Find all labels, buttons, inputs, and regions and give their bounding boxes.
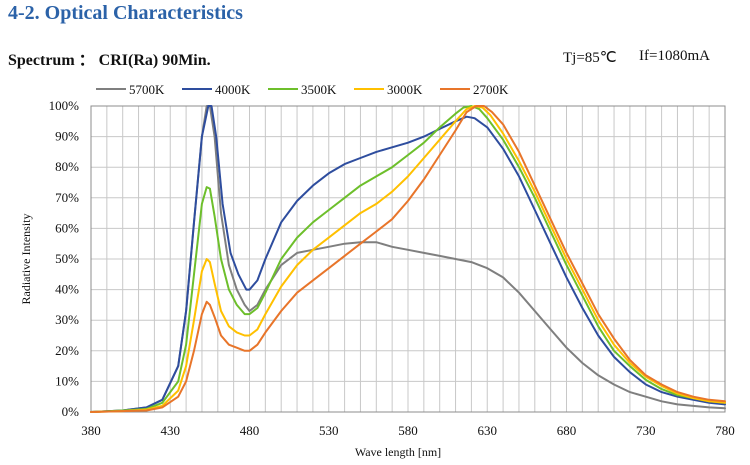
y-tick-label: 50%: [55, 251, 79, 266]
series-line-3000k: [90, 105, 726, 413]
legend-label: 2700K: [473, 82, 509, 97]
legend-label: 4000K: [215, 82, 251, 97]
y-tick-label: 20%: [55, 343, 79, 358]
y-tick-label: 70%: [55, 190, 79, 205]
y-tick-label: 30%: [55, 312, 79, 327]
x-tick-label: 680: [557, 423, 577, 438]
y-tick-label: 80%: [55, 159, 79, 174]
spectrum-label: Spectrum ： CRI(Ra) 90Min.: [8, 52, 211, 69]
legend-label: 3000K: [387, 82, 423, 97]
x-tick-label: 730: [636, 423, 656, 438]
legend-label: 5700K: [129, 82, 165, 97]
y-tick-label: 0%: [62, 404, 80, 419]
y-tick-label: 90%: [55, 129, 79, 144]
x-tick-label: 630: [478, 423, 498, 438]
x-axis-title: Wave length [nm]: [355, 445, 441, 459]
x-tick-label: 430: [161, 423, 181, 438]
series-line-4000k: [90, 105, 726, 413]
x-tick-label: 530: [319, 423, 339, 438]
legend-label: 3500K: [301, 82, 337, 97]
series-line-2700k: [90, 105, 726, 413]
y-tick-label: 60%: [55, 220, 79, 235]
y-tick-label: 10%: [55, 373, 79, 388]
x-tick-label: 780: [715, 423, 735, 438]
x-tick-label: 580: [398, 423, 418, 438]
forward-current: If=1080mA: [639, 48, 710, 64]
y-tick-label: 100%: [49, 98, 80, 113]
plot-border: [90, 105, 726, 413]
section-title: 4-2. Optical Characteristics: [8, 2, 243, 24]
x-tick-label: 480: [240, 423, 260, 438]
x-tick-label: 380: [81, 423, 101, 438]
junction-temperature: Tj=85℃: [563, 50, 617, 66]
series-line-3500k: [90, 105, 726, 413]
series-line-5700k: [90, 105, 726, 413]
y-tick-label: 40%: [55, 282, 79, 297]
y-axis-title: Radiative Intensity: [19, 214, 33, 305]
